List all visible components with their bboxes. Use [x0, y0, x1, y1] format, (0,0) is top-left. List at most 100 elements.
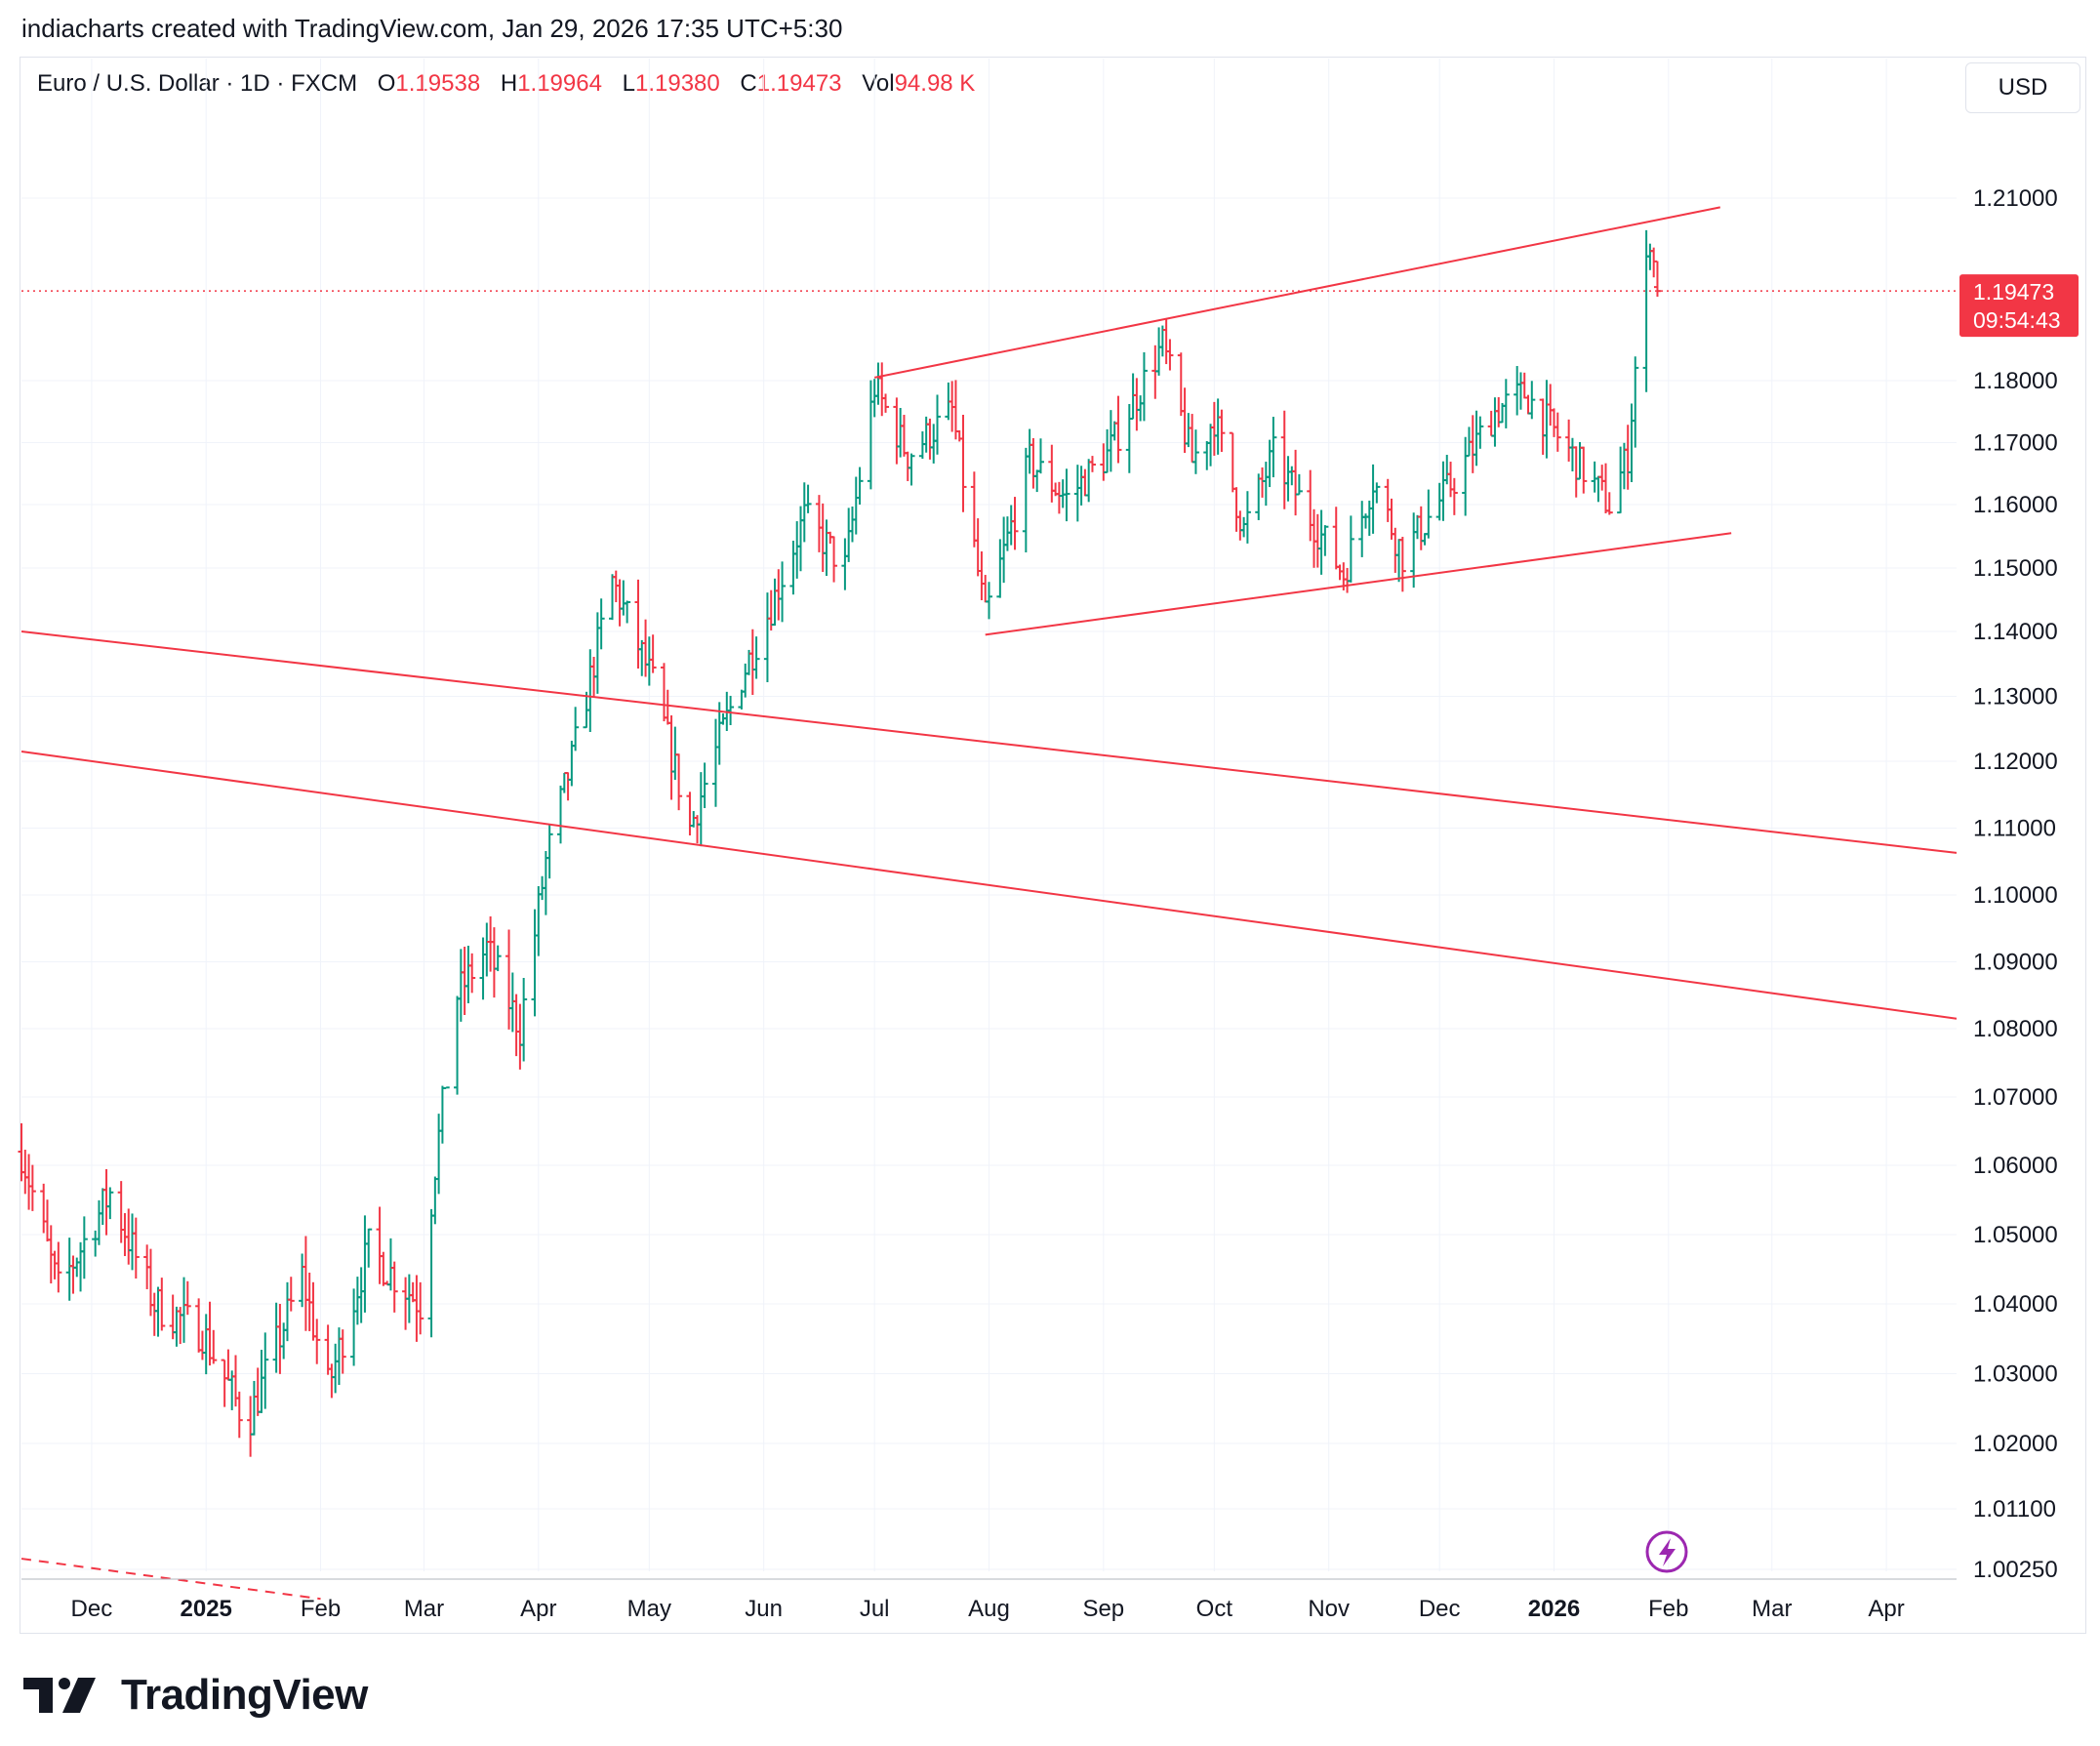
trendline-downtrend-upper[interactable]	[20, 630, 1958, 854]
ohlc-bar	[1259, 467, 1267, 498]
x-tick-label: Dec	[1419, 1596, 1461, 1622]
x-tick-label: 2026	[1528, 1596, 1580, 1622]
x-tick-label: Jun	[745, 1596, 783, 1622]
high-label: H	[500, 70, 518, 97]
ohlc-bar	[1528, 381, 1536, 420]
ohlc-bar	[1243, 491, 1251, 544]
ohlc-bar	[1321, 525, 1329, 556]
ohlc-bar	[856, 467, 864, 505]
ohlc-bar	[361, 1215, 369, 1313]
ohlc-bar	[1288, 466, 1296, 486]
ohlc-bar	[1232, 487, 1240, 532]
ohlc-bar	[431, 1176, 439, 1225]
ohlc-bar	[1476, 416, 1484, 449]
ohlc-bar	[512, 994, 520, 1057]
ohlc-bar	[675, 753, 683, 811]
ohlc-bar	[1088, 456, 1096, 472]
ohlc-bar	[483, 922, 491, 977]
trendline-downtrend-lower[interactable]	[20, 751, 1958, 1020]
ohlc-bar	[1177, 352, 1185, 417]
ohlc-bar	[897, 407, 905, 458]
ohlc-bar	[593, 612, 601, 694]
price-axis[interactable]: 1.21000 1.18000 1.17000 1.16000 1.15000 1.140…	[1973, 185, 2058, 1583]
close-value: 1.19473	[756, 70, 842, 97]
x-tick-label: Feb	[1648, 1596, 1688, 1622]
lightning-icon[interactable]	[1645, 1530, 1688, 1573]
ohlc-bar	[893, 397, 901, 465]
trendlines[interactable]	[20, 206, 1958, 1601]
x-tick-label: Feb	[301, 1596, 341, 1622]
y-tick-label: 1.08000	[1973, 1016, 2058, 1042]
ohlc-bar	[779, 561, 787, 623]
ohlc-bar	[25, 1154, 33, 1210]
volume-label: Vol	[862, 70, 895, 97]
ohlc-bar	[158, 1278, 166, 1331]
ohlc-bar	[1413, 514, 1421, 540]
ohlc-bar	[224, 1349, 232, 1381]
x-tick-label: Mar	[1752, 1596, 1792, 1622]
x-tick-label: Oct	[1196, 1596, 1233, 1622]
x-tick-label: Dec	[71, 1596, 113, 1622]
y-tick-label: 1.15000	[1973, 555, 2058, 582]
ohlc-bar	[1469, 415, 1476, 473]
ohlc-bar	[1547, 384, 1555, 426]
ohlc-bar	[409, 1281, 417, 1303]
ohlc-bar	[1207, 424, 1215, 467]
ohlc-bar	[763, 592, 771, 682]
ohlc-bar	[353, 1277, 361, 1325]
ohlc-bar	[1266, 439, 1273, 488]
ohlc-bar	[1270, 417, 1277, 478]
ohlc-bar	[454, 995, 462, 1095]
ohlc-bar	[1565, 419, 1573, 462]
time-axis[interactable]: Dec 2025 Feb Mar Apr May Jun Jul Aug Sep Oct Nov Dec…	[71, 1596, 1905, 1622]
open-value: 1.19538	[395, 70, 481, 97]
ohlc-bar	[21, 1150, 29, 1195]
ohlc-bar	[1085, 459, 1093, 503]
ohlc-bar	[1022, 447, 1030, 553]
ohlc-bar	[464, 945, 472, 1003]
ohlc-bar	[1166, 339, 1174, 371]
currency-button[interactable]: USD	[1965, 62, 2080, 113]
trendline-dashed-line[interactable]	[20, 1558, 321, 1601]
ohlc-bar	[545, 824, 553, 879]
ohlc-bar	[1487, 410, 1495, 437]
ohlc-bar	[1439, 461, 1447, 521]
low-label: L	[622, 70, 635, 97]
ohlc-bar	[796, 506, 804, 572]
ohlc-bar	[686, 792, 694, 836]
ohlc-bar	[479, 937, 487, 1000]
ohlc-bar	[1000, 516, 1008, 584]
ohlc-bar	[520, 978, 528, 1062]
ohlc-bar	[1280, 410, 1288, 509]
ohlc-bar	[1203, 440, 1211, 470]
ohlc-bar	[1632, 356, 1639, 448]
ohlc-bar	[287, 1277, 295, 1312]
ohlc-bar	[1055, 481, 1063, 514]
y-tick-label: 1.12000	[1973, 749, 2058, 775]
x-tick-label: Aug	[968, 1596, 1010, 1622]
x-tick-label: Jul	[860, 1596, 890, 1622]
ohlc-bar	[313, 1319, 321, 1364]
tradingview-logo[interactable]: TradingView	[23, 1671, 368, 1720]
ohlc-bar	[845, 508, 853, 562]
ohlc-bar	[413, 1275, 421, 1342]
ohlc-bar	[65, 1238, 73, 1301]
ohlc-bar	[505, 929, 513, 1030]
ohlc-bar	[1624, 425, 1632, 490]
price-chart[interactable]: 1.21000 1.18000 1.17000 1.16000 1.15000 1.140…	[0, 0, 2100, 1659]
trendline-channel-upper[interactable]	[873, 206, 1720, 379]
ohlc-bar	[1295, 473, 1303, 496]
ohlc-bar	[586, 649, 594, 733]
ohlc-bar	[1033, 469, 1041, 493]
ohlc-bar	[959, 414, 967, 512]
ohlc-bar	[1650, 247, 1658, 278]
ohlc-bar	[848, 506, 856, 543]
ohlc-bar	[235, 1391, 243, 1439]
ohlc-bar	[1447, 462, 1455, 498]
trendline-channel-lower[interactable]	[985, 532, 1732, 636]
volume-value: 94.98 K	[894, 70, 976, 97]
ohlc-bar	[1292, 449, 1300, 516]
ohlc-bar	[1425, 489, 1433, 539]
symbol-title[interactable]: Euro / U.S. Dollar · 1D · FXCM	[37, 70, 358, 97]
ohlc-bar	[1417, 506, 1425, 550]
